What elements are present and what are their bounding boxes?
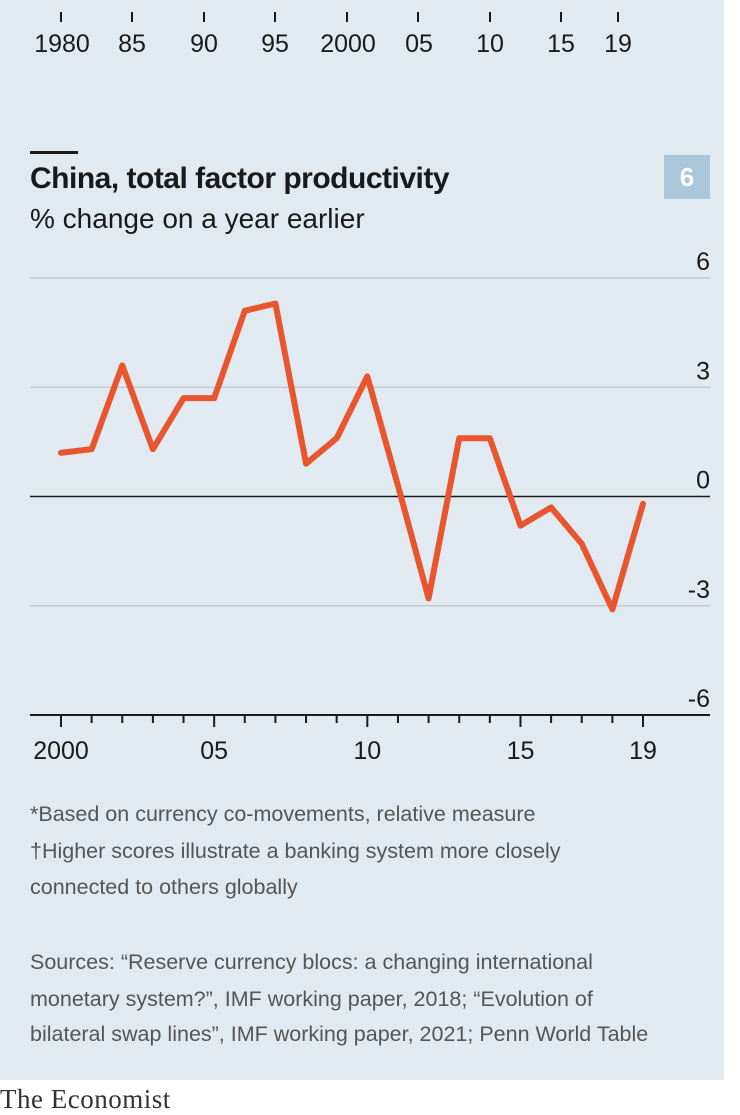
axis-tick-label: 95 [261, 30, 289, 59]
axis-tick-label: 10 [476, 30, 504, 59]
axis-tick-label: 2000 [320, 30, 376, 59]
axis-tick-label: 15 [547, 30, 575, 59]
y-tick-label: -3 [688, 576, 710, 604]
axis-tick-label: 1980 [34, 30, 90, 59]
y-tick-label: 3 [696, 357, 710, 385]
axis-tick [617, 12, 619, 22]
chart-title: China, total factor productivity [30, 162, 449, 196]
axis-tick-label: 05 [405, 30, 433, 59]
chart-subtitle: % change on a year earlier [30, 203, 365, 235]
y-tick-label: 0 [696, 467, 710, 495]
y-tick-label: -6 [688, 685, 710, 713]
footnote-dagger-continued: connected to others globally [30, 869, 298, 905]
previous-chart-axis: 1980 85 90 95 2000 05 10 15 19 [0, 0, 724, 80]
chart-panel: 1980 85 90 95 2000 05 10 15 19 China, to… [0, 0, 724, 1080]
axis-tick [346, 12, 348, 22]
axis-tick [489, 12, 491, 22]
axis-tick-label: 85 [118, 30, 146, 59]
axis-tick [560, 12, 562, 22]
x-tick-label: 15 [507, 737, 535, 765]
sources-line-3: bilateral swap lines”, IMF working paper… [30, 1016, 648, 1052]
x-tick-label: 2000 [33, 737, 89, 765]
chart-number-badge: 6 [664, 155, 710, 199]
publisher-logo: The Economist [0, 1084, 171, 1115]
axis-tick [274, 12, 276, 22]
axis-tick [60, 12, 62, 22]
axis-tick [203, 12, 205, 22]
footnote-dagger: †Higher scores illustrate a banking syst… [30, 833, 561, 869]
x-tick-label: 10 [353, 737, 381, 765]
x-tick-label: 19 [629, 737, 657, 765]
title-rule [30, 151, 78, 154]
footnote-star: *Based on currency co-movements, relativ… [30, 796, 535, 832]
line-chart: 6 3 0 -3 -6 2000 05 10 15 19 [0, 240, 724, 780]
sources-line-1: Sources: “Reserve currency blocs: a chan… [30, 944, 593, 980]
axis-tick-label: 19 [604, 30, 632, 59]
tfp-series-line [61, 303, 643, 609]
axis-tick-label: 90 [190, 30, 218, 59]
axis-tick [131, 12, 133, 22]
y-tick-label: 6 [696, 248, 710, 276]
sources-line-2: monetary system?”, IMF working paper, 20… [30, 981, 593, 1017]
x-tick-label: 05 [200, 737, 228, 765]
axis-tick [417, 12, 419, 22]
